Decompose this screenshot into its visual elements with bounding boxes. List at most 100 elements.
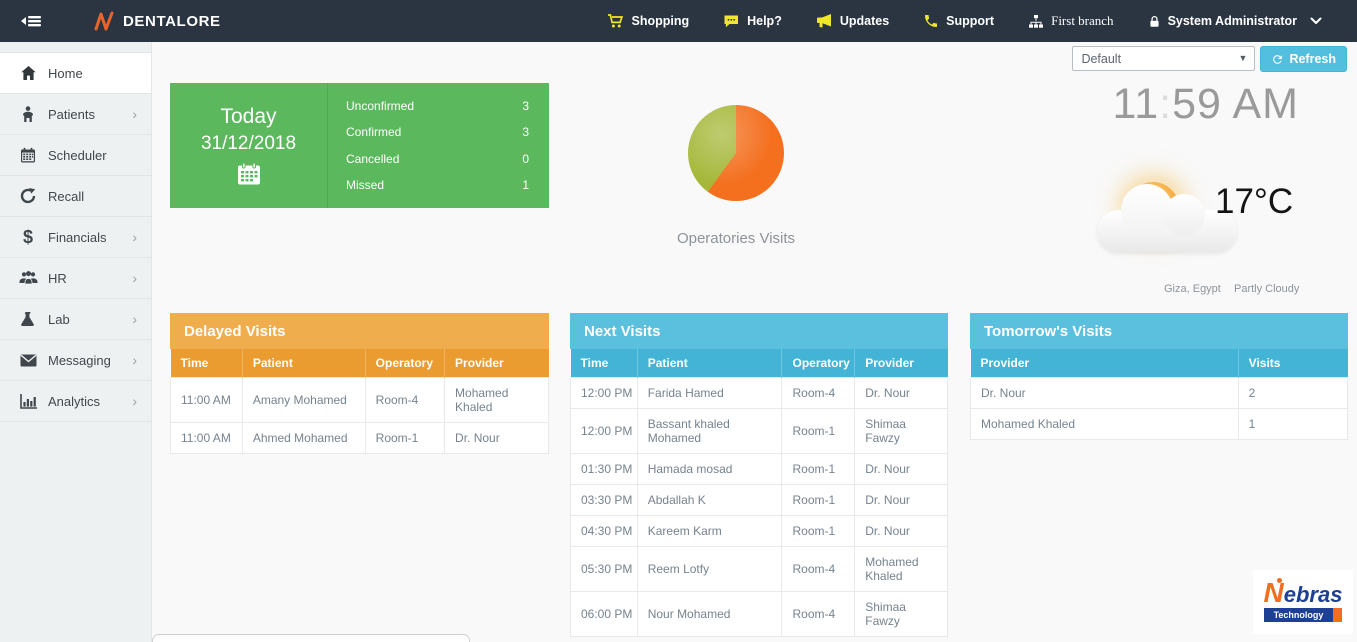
delayed-visits-table: Time Patient Operatory Provider 11:00 AM Ama… [170,349,549,454]
table-cell: Bassant khaled Mohamed [636,408,783,454]
clock: 11:59 AM [1113,80,1300,129]
table-row: 04:30 PM Kareem Karm Room-1 Dr. Nour [570,515,948,547]
column-header: Time [570,349,638,378]
clock-separator: : [1159,80,1173,128]
table-cell: 05:30 PM [570,546,638,592]
nav-branch[interactable]: First branch [1011,0,1130,42]
next-visits-panel: Next Visits Time Patient Operatory Provider… [570,313,948,637]
layout-select[interactable]: Default [1072,46,1256,71]
sidebar-item-analytics[interactable]: Analytics › [0,381,151,422]
nav-support-label: Support [946,14,995,28]
dentalore-logo-icon [94,11,114,31]
home-icon [17,65,39,81]
table-cell: Room-4 [781,546,856,592]
temperature: 17°C [1215,182,1294,221]
chevron-right-icon: › [132,393,137,409]
nebras-tagline: Technology [1263,607,1334,622]
table-cell: 11:00 AM [170,422,243,454]
table-row: 12:00 PM Bassant khaled Mohamed Room-1 Shim… [570,408,948,454]
stat-cancelled: Cancelled 0 [346,152,529,166]
tomorrows-visits-panel: Tomorrow's Visits Provider Visits Dr. Nou… [970,313,1349,440]
sidebar-item-label: Lab [48,311,70,327]
brand-name: DENTALORE [123,12,221,30]
sidebar-item-recall[interactable]: Recall [0,176,151,217]
table-cell: Room-1 [781,484,856,516]
tomorrows-visits-table: Provider Visits Dr. Nour 2 Mohamed Khaled 1 [970,349,1349,440]
table-row: 03:30 PM Abdallah K Room-1 Dr. Nour [570,484,948,516]
sidebar: Home Patients › Scheduler Recall $ Finan… [0,42,152,642]
sidebar-item-messaging[interactable]: Messaging › [0,340,151,381]
envelope-icon [17,354,39,367]
table-cell: Reem Lotfy [636,546,783,592]
sidebar-item-scheduler[interactable]: Scheduler [0,135,151,176]
nav-user-label: System Administrator [1167,14,1297,28]
table-cell: Mohamed Khaled [970,408,1239,440]
table-cell: 12:00 PM [570,408,638,454]
table-cell: Ahmed Mohamed [241,422,366,454]
table-header-row: Time Patient Operatory Provider [170,349,549,378]
calendar-icon [17,147,39,163]
nav-support[interactable]: Support [906,0,1011,42]
table-row: Mohamed Khaled 1 [970,408,1349,440]
today-stats: Unconfirmed 3 Confirmed 3 Cancelled 0 Mi… [328,83,549,208]
stat-label: Unconfirmed [346,99,415,114]
table-cell: Room-4 [781,591,856,637]
table-cell: Kareem Karm [636,515,783,547]
column-header: Visits [1238,349,1348,378]
sidebar-item-label: HR [48,270,67,286]
chevron-right-icon: › [132,270,137,286]
cart-icon [608,14,624,28]
sidebar-item-home[interactable]: Home [0,53,151,94]
stat-value: 0 [522,151,529,166]
dashboard-controls: Default ▼ Refresh [1072,46,1347,72]
megaphone-icon [816,14,831,28]
table-cell: 01:30 PM [570,453,638,485]
brand[interactable]: DENTALORE [93,10,221,32]
bar-chart-icon [17,393,39,409]
chevron-right-icon: › [132,106,137,122]
sidebar-item-label: Scheduler [48,147,107,163]
table-header-row: Time Patient Operatory Provider [570,349,948,378]
operatories-pie-chart [688,105,784,201]
stat-label: Missed [346,177,385,192]
column-header: Time [170,349,243,378]
tomorrows-visits-title: Tomorrow's Visits [970,313,1348,349]
column-header: Operatory [365,349,446,378]
stat-unconfirmed: Unconfirmed 3 [346,99,529,113]
stat-value: 3 [522,99,529,114]
table-row: 12:00 PM Farida Hamed Room-4 Dr. Nour [570,377,948,409]
table-row: 11:00 AM Amany Mohamed Room-4 Mohamed Khale… [170,377,549,423]
pie-chart-title: Operatories Visits [676,230,796,247]
sidebar-item-patients[interactable]: Patients › [0,94,151,135]
nebras-n: N [1263,577,1284,609]
table-cell: Dr. Nour [854,377,948,409]
sidebar-item-financials[interactable]: $ Financials › [0,217,151,258]
table-cell: 12:00 PM [570,377,638,409]
sidebar-item-lab[interactable]: Lab › [0,299,151,340]
patient-icon [17,105,39,123]
table-cell: Room-1 [781,453,856,485]
sidebar-item-label: Patients [48,106,95,122]
nav-user-menu[interactable]: System Administrator [1131,0,1339,42]
sidebar-collapse-button[interactable] [0,13,58,29]
refresh-label: Refresh [1289,52,1336,66]
table-cell: Amany Mohamed [241,377,366,423]
sidebar-item-hr[interactable]: HR › [0,258,151,299]
horizontal-scrollbar-thumb[interactable] [152,634,470,642]
next-visits-title: Next Visits [570,313,948,349]
nav-shopping-label: Shopping [631,14,690,28]
lock-icon [1150,15,1159,27]
users-icon [17,270,39,286]
table-cell: 06:00 PM [570,591,638,637]
table-row: 01:30 PM Hamada mosad Room-1 Dr. Nour [570,453,948,485]
today-title: Today [220,105,277,128]
refresh-button[interactable]: Refresh [1260,46,1347,72]
nav-help[interactable]: Help? [706,0,799,42]
table-cell: Farida Hamed [636,377,783,409]
nav-shopping[interactable]: Shopping [590,0,706,42]
table-cell: Room-1 [781,515,856,547]
nav-updates[interactable]: Updates [799,0,906,42]
top-navbar: DENTALORE Shopping Help? Updates [0,0,1357,42]
today-date: 31/12/2018 [200,133,297,154]
navbar-menu: Shopping Help? Updates Support [590,0,1339,42]
